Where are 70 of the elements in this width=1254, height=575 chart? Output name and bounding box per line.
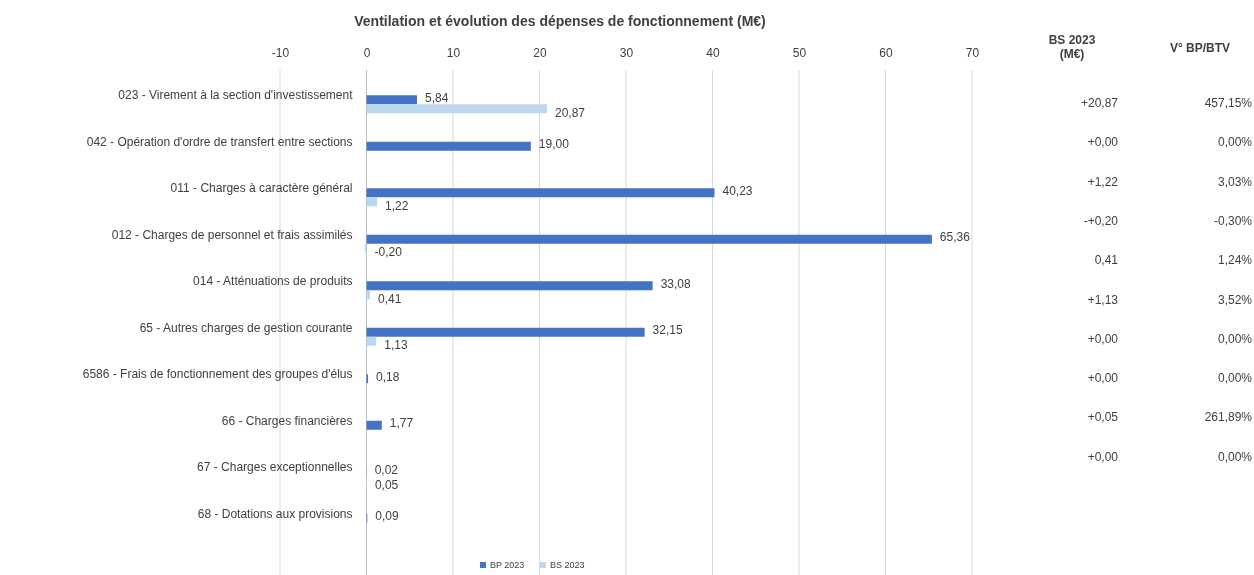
- x-tick-label: 60: [879, 46, 893, 60]
- data-label: 0,09: [375, 509, 399, 524]
- bar: [366, 95, 418, 105]
- data-label: 0,18: [376, 369, 400, 384]
- text: +0,05: [1087, 410, 1119, 425]
- x-tick-label: -10: [271, 46, 290, 60]
- data-label: 0,41: [378, 291, 402, 306]
- data-label: 32,15: [652, 323, 683, 338]
- text: 0,00%: [1217, 135, 1253, 150]
- data-label: 33,08: [660, 276, 691, 291]
- x-tick-label: 40: [706, 46, 720, 60]
- data-label: 1,22: [385, 198, 409, 213]
- text: +0,00: [1087, 371, 1119, 386]
- chart-title: Ventilation et évolution des dépenses de fonctionnement (M€): [354, 13, 766, 29]
- x-tick-label: 50: [792, 46, 807, 60]
- text: 0,00%: [1217, 371, 1253, 386]
- y-tick-label: 011 - Charges à caractère général: [170, 181, 353, 196]
- y-tick-label: 66 - Charges financières: [221, 413, 353, 428]
- text: 3,03%: [1217, 174, 1253, 189]
- text: 0,00%: [1217, 331, 1253, 346]
- data-label: 0,02: [374, 462, 399, 477]
- text: -0,30%: [1213, 213, 1253, 228]
- y-tick-label: 023 - Virement à la section d'investissement: [118, 88, 354, 103]
- y-tick-label: 68 - Dotations aux provisions: [197, 506, 353, 521]
- text: +0,00: [1087, 449, 1119, 464]
- x-tick-label: 70: [965, 46, 980, 60]
- y-tick-label: 6586 - Frais de fonctionnement des groupes d'élus: [82, 367, 353, 382]
- bar: [366, 281, 653, 291]
- legend-label: BP 2023: [490, 560, 525, 570]
- data-label: 1,77: [389, 416, 414, 431]
- text: 261,89%: [1204, 410, 1253, 425]
- bar: [366, 234, 932, 244]
- y-tick-label: 65 - Autres charges de gestion courante: [139, 320, 353, 335]
- bar: [366, 420, 382, 430]
- y-tick-label: 012 - Charges de personnel et frais assimilés: [111, 227, 353, 242]
- text: BS 2023 (M€): [1048, 33, 1096, 61]
- bar: [366, 188, 715, 198]
- x-tick-label: 20: [533, 46, 547, 60]
- text: 1,24%: [1217, 253, 1253, 268]
- text: V° BP/BTV: [1169, 41, 1231, 55]
- text: +1,22: [1087, 174, 1119, 189]
- bar: [366, 197, 378, 207]
- x-tick-label: 0: [363, 46, 371, 60]
- text: 3,52%: [1217, 292, 1253, 307]
- legend-label: BS 2023: [550, 560, 585, 570]
- data-label: 20,87: [555, 105, 586, 120]
- text: 0,00%: [1217, 449, 1253, 464]
- x-tick-label: 10: [446, 46, 461, 60]
- bar: [366, 104, 548, 114]
- text: +0,00: [1087, 331, 1119, 346]
- text: +1,13: [1087, 292, 1119, 307]
- y-tick-label: 67 - Charges exceptionnelles: [197, 460, 353, 475]
- text: 457,15%: [1204, 96, 1253, 110]
- text: 0,41: [1094, 253, 1119, 268]
- data-label: 40,23: [722, 183, 753, 198]
- bar: [366, 336, 377, 346]
- text: -+0,20: [1083, 213, 1119, 228]
- data-label: 0,05: [374, 477, 399, 492]
- data-label: 5,84: [425, 90, 449, 105]
- text: +20,87: [1080, 96, 1119, 110]
- y-tick-label: 042 - Opération d'ordre de transfert entre sections: [86, 134, 353, 149]
- data-label: 65,36: [939, 230, 971, 245]
- data-label: 19,00: [538, 137, 570, 152]
- x-tick-label: 30: [619, 46, 634, 60]
- data-label: -0,20: [374, 245, 403, 260]
- y-tick-label: 014 - Atténuations de produits: [193, 274, 353, 289]
- bar: [366, 141, 531, 151]
- bar: [366, 327, 645, 337]
- data-label: 1,13: [384, 338, 408, 353]
- text: +0,00: [1087, 135, 1119, 150]
